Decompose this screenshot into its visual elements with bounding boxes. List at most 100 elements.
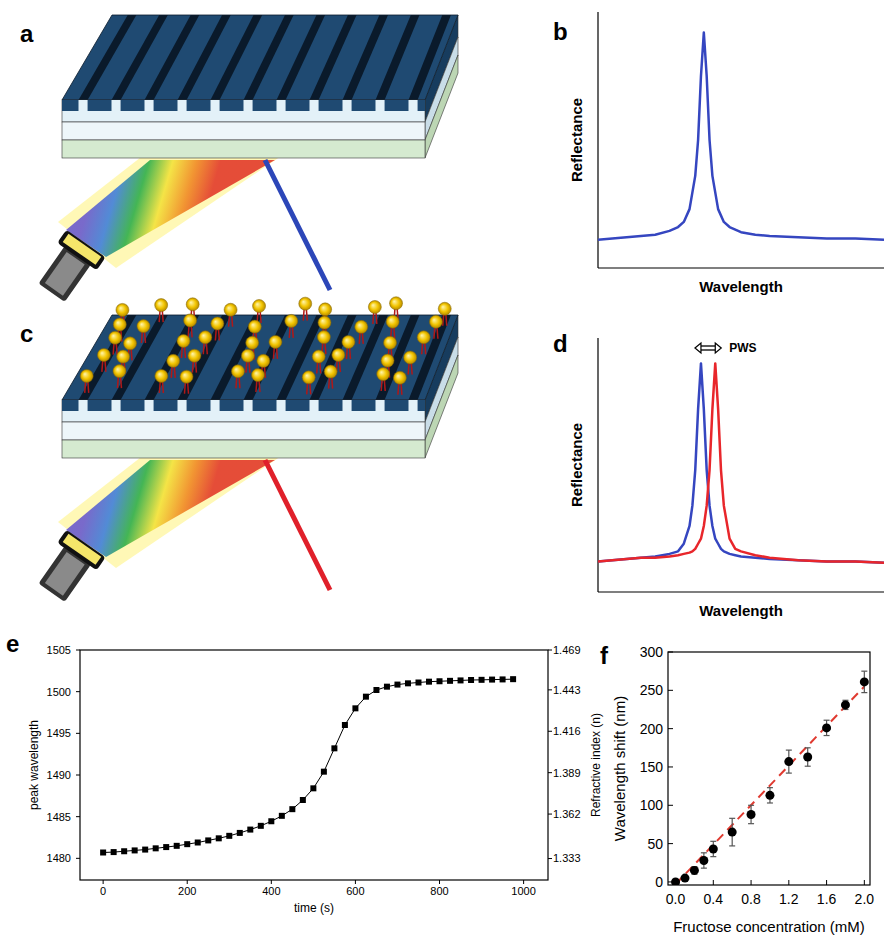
- y-tick-label: 1505: [47, 644, 71, 656]
- x-tick-label: 0: [100, 885, 106, 897]
- error-bar-cap: [805, 766, 811, 767]
- panel-letter: f: [600, 642, 609, 669]
- y2-tick-label: 1.469: [553, 644, 581, 656]
- particle-sphere: [355, 320, 368, 333]
- grating-ridge: [62, 100, 425, 111]
- data-point: [342, 722, 348, 728]
- grating-front: [62, 400, 425, 422]
- grating-groove: [409, 15, 451, 100]
- particle-sphere: [155, 299, 168, 312]
- nanoparticle: [97, 348, 110, 372]
- y-tick: [76, 650, 80, 651]
- flashlight-body: [45, 252, 85, 296]
- x-tick-label: 0.8: [741, 891, 761, 907]
- data-point: [331, 745, 337, 751]
- plot-panel: PWSWavelengthReflectance: [568, 338, 884, 619]
- particle-sphere: [393, 371, 406, 384]
- y-tick: [668, 690, 673, 691]
- data-point: [709, 844, 718, 853]
- plot-data: [598, 32, 884, 239]
- particle-sphere: [167, 354, 180, 367]
- flashlight-lens: [63, 534, 102, 565]
- error-bar-cap: [701, 852, 707, 853]
- nanoparticle: [184, 314, 197, 338]
- data-point: [784, 757, 793, 766]
- panel-letter: c: [20, 320, 33, 347]
- error-bar-cap: [701, 868, 707, 869]
- error-bar-cap: [861, 692, 867, 693]
- particle-sphere: [117, 350, 130, 363]
- y-axis-title: Wavelength shift (nm): [611, 696, 628, 841]
- y2-tick-label: 1.389: [553, 767, 581, 779]
- y-tick-label: 1490: [47, 769, 71, 781]
- nanoparticle: [377, 368, 390, 392]
- y2-tick: [548, 731, 552, 732]
- data-point: [489, 677, 495, 683]
- error-bar-cap: [729, 845, 735, 846]
- y-tick-label: 250: [640, 682, 664, 698]
- grating-notch: [211, 100, 220, 111]
- grating-notch: [244, 100, 253, 111]
- particle-sphere: [124, 337, 137, 350]
- grating-notch: [145, 400, 154, 411]
- nanoparticle: [404, 351, 417, 375]
- pws-arrow: [695, 343, 721, 353]
- grating-notch: [310, 100, 319, 111]
- data-point: [132, 847, 138, 853]
- plot-panel: WavelengthReflectance: [568, 12, 884, 295]
- error-bar-cap: [710, 856, 716, 857]
- y-tick-label: 100: [640, 797, 664, 813]
- x-tick: [355, 880, 356, 884]
- data-point: [321, 769, 327, 775]
- y-tick-label: 200: [640, 721, 664, 737]
- error-bar-cap: [786, 772, 792, 773]
- data-point: [216, 835, 222, 841]
- data-point: [803, 753, 812, 762]
- data-point: [500, 676, 506, 682]
- nanoparticle: [302, 371, 315, 395]
- light-beam: [66, 460, 275, 557]
- data-point: [174, 843, 180, 849]
- y-tick: [668, 652, 673, 653]
- grating-notch: [343, 100, 352, 111]
- nanoparticle: [180, 370, 193, 394]
- grating-groove: [376, 15, 420, 100]
- y-tick-label: 0: [655, 874, 663, 890]
- x-tick-label: 200: [178, 885, 196, 897]
- grating-notch: [112, 400, 121, 411]
- data-point: [841, 700, 850, 709]
- nanoparticle: [324, 365, 337, 389]
- data-point: [680, 874, 689, 883]
- data-point: [426, 679, 432, 685]
- particle-sphere: [113, 318, 126, 331]
- panel-letter: d: [553, 330, 568, 357]
- grating-groove: [79, 15, 137, 100]
- error-bar-cap: [824, 735, 830, 736]
- nanoparticle: [429, 315, 442, 339]
- grating-groove: [376, 315, 420, 400]
- x-axis-title: time (s): [294, 901, 334, 915]
- grating-notch: [277, 400, 286, 411]
- x-axis-title: Wavelength: [699, 278, 783, 295]
- y-tick: [668, 805, 673, 806]
- error-bar-cap: [824, 720, 830, 721]
- grating-notch: [79, 100, 88, 111]
- nanoparticle: [417, 331, 430, 355]
- nanoparticle: [253, 300, 266, 324]
- particle-sphere: [368, 300, 381, 313]
- data-point: [352, 705, 358, 711]
- particle-sphere: [302, 371, 315, 384]
- x-tick-label: 0.0: [666, 891, 686, 907]
- flashlight-lens: [63, 234, 102, 265]
- flashlight-head: [57, 230, 105, 271]
- pws-arrow-line: [699, 349, 717, 350]
- x-axis-title: Wavelength: [699, 602, 783, 619]
- y2-tick-label: 1.362: [553, 808, 581, 820]
- particle-sphere: [377, 368, 390, 381]
- particle-sphere: [199, 331, 212, 344]
- data-point: [121, 848, 127, 854]
- particle-sphere: [188, 349, 201, 362]
- data-point: [310, 785, 316, 791]
- data-point: [822, 723, 831, 732]
- data-point: [153, 845, 159, 851]
